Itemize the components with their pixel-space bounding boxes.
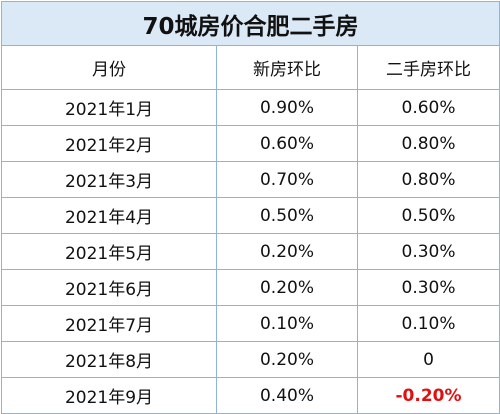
second-hand-cell: 0.30%: [356, 233, 500, 270]
new-home-cell: 0.90%: [216, 89, 358, 126]
second-hand-cell: 0.80%: [356, 161, 500, 198]
table-row: 2021年4月 0.50% 0.50%: [1, 197, 500, 234]
second-hand-cell: 0.10%: [356, 305, 500, 342]
second-hand-cell: 0: [356, 341, 500, 378]
title-row: 70城房价合肥二手房: [0, 1, 500, 46]
month-cell: 2021年4月: [1, 197, 217, 234]
table-row: 2021年1月 0.90% 0.60%: [1, 89, 500, 126]
header-month: 月份: [1, 45, 217, 90]
header-second-hand-mom: 二手房环比: [356, 45, 500, 90]
second-hand-cell: 0.80%: [356, 125, 500, 162]
month-cell: 2021年9月: [1, 377, 217, 414]
new-home-cell: 0.50%: [216, 197, 358, 234]
second-hand-cell-negative: -0.20%: [356, 377, 500, 414]
table-row: 2021年6月 0.20% 0.30%: [1, 269, 500, 306]
table-row: 2021年9月 0.40% -0.20%: [1, 377, 500, 414]
table-row: 2021年3月 0.70% 0.80%: [1, 161, 500, 198]
month-cell: 2021年5月: [1, 233, 217, 270]
second-hand-cell: 0.50%: [356, 197, 500, 234]
new-home-cell: 0.20%: [216, 341, 358, 378]
table-row: 2021年5月 0.20% 0.30%: [1, 233, 500, 270]
month-cell: 2021年2月: [1, 125, 217, 162]
new-home-cell: 0.40%: [216, 377, 358, 414]
month-cell: 2021年1月: [1, 89, 217, 126]
header-new-home-mom: 新房环比: [216, 45, 358, 90]
new-home-cell: 0.20%: [216, 233, 358, 270]
table-row: 2021年8月 0.20% 0: [1, 341, 500, 378]
new-home-cell: 0.60%: [216, 125, 358, 162]
new-home-cell: 0.70%: [216, 161, 358, 198]
new-home-cell: 0.10%: [216, 305, 358, 342]
header-row: 月份 新房环比 二手房环比: [1, 45, 500, 90]
table-row: 2021年2月 0.60% 0.80%: [1, 125, 500, 162]
month-cell: 2021年3月: [1, 161, 217, 198]
second-hand-cell: 0.30%: [356, 269, 500, 306]
second-hand-cell: 0.60%: [356, 89, 500, 126]
table-title: 70城房价合肥二手房: [0, 1, 500, 46]
month-cell: 2021年7月: [1, 305, 217, 342]
month-cell: 2021年8月: [1, 341, 217, 378]
month-cell: 2021年6月: [1, 269, 217, 306]
new-home-cell: 0.20%: [216, 269, 358, 306]
table-row: 2021年7月 0.10% 0.10%: [1, 305, 500, 342]
